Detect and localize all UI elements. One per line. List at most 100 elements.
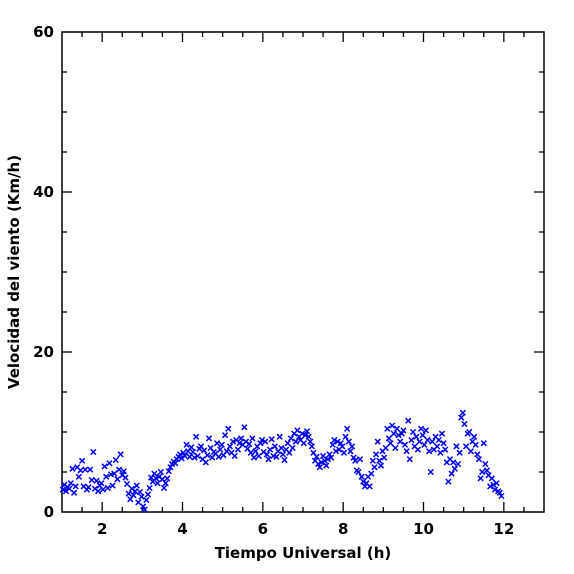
data-point <box>106 460 113 467</box>
data-point <box>361 483 368 490</box>
data-point <box>456 449 463 456</box>
x-tick-label: 4 <box>177 520 187 538</box>
data-point <box>223 448 230 455</box>
data-point <box>421 441 428 448</box>
data-point <box>262 438 269 445</box>
data-point <box>88 476 95 484</box>
data-point <box>191 454 198 461</box>
data-point <box>294 427 301 434</box>
data-point <box>445 478 452 485</box>
data-point <box>186 453 193 460</box>
data-point <box>231 452 238 460</box>
data-point <box>381 454 388 461</box>
data-point <box>78 457 86 464</box>
data-point <box>475 456 483 463</box>
data-point <box>424 436 431 444</box>
data-point <box>438 430 446 437</box>
data-point <box>307 438 314 445</box>
data-point <box>355 468 362 476</box>
data-point <box>218 441 225 448</box>
data-point <box>66 485 73 492</box>
data-point <box>448 470 455 477</box>
data-point <box>323 462 330 469</box>
data-point <box>477 475 484 482</box>
data-point <box>287 435 295 442</box>
data-point <box>435 436 442 444</box>
data-point <box>488 475 495 482</box>
y-tick-label: 60 <box>33 23 54 41</box>
data-point <box>93 477 100 484</box>
y-axis-label: Velocidad del viento (Km/h) <box>5 155 23 389</box>
data-point <box>98 480 105 487</box>
data-point <box>164 475 171 482</box>
x-tick-label: 2 <box>97 520 107 538</box>
data-point <box>144 491 152 498</box>
data-point <box>281 456 288 464</box>
data-point <box>467 448 475 455</box>
data-point <box>146 484 153 492</box>
data-point <box>241 424 248 431</box>
data-point <box>326 451 333 458</box>
data-point <box>266 446 274 453</box>
data-point <box>162 480 169 487</box>
data-point <box>321 457 328 464</box>
data-point <box>165 468 172 475</box>
data-point <box>268 436 275 443</box>
data-point <box>347 448 354 455</box>
data-point <box>496 489 503 496</box>
data-point <box>409 428 417 436</box>
data-point <box>337 440 344 447</box>
data-point <box>75 473 83 480</box>
data-point <box>247 449 254 456</box>
data-point <box>172 460 179 467</box>
data-point <box>300 440 307 447</box>
data-point <box>131 488 139 495</box>
data-point <box>125 490 132 497</box>
data-point <box>238 435 245 442</box>
data-point <box>95 488 102 495</box>
data-point <box>117 451 124 458</box>
data-point <box>252 448 259 455</box>
data-point <box>213 440 221 447</box>
data-point <box>160 484 168 492</box>
data-point <box>188 444 195 451</box>
data-point <box>286 449 293 456</box>
data-point <box>114 476 121 483</box>
data-point <box>154 480 161 487</box>
data-point <box>135 499 142 506</box>
data-point <box>422 427 430 434</box>
data-point <box>453 443 460 450</box>
data-point <box>236 440 243 447</box>
data-point <box>140 503 147 510</box>
x-tick-labels: 2 4 6 8 10 12 <box>97 520 514 538</box>
data-point <box>425 448 433 455</box>
data-point <box>334 438 341 445</box>
data-point <box>374 438 381 445</box>
data-point <box>352 457 359 464</box>
data-point <box>493 480 500 487</box>
data-point <box>67 480 74 487</box>
data-point <box>398 430 405 437</box>
y-tick-label: 20 <box>33 343 54 361</box>
x-tick-label: 12 <box>493 520 514 538</box>
data-point <box>77 467 84 474</box>
data-point <box>255 452 262 460</box>
data-point <box>138 493 145 500</box>
data-point <box>193 433 200 440</box>
data-point <box>167 464 174 471</box>
data-point <box>470 433 478 440</box>
data-point <box>194 452 201 460</box>
data-point <box>389 422 396 429</box>
data-point <box>454 460 462 468</box>
data-point <box>316 464 324 471</box>
data-point <box>450 459 457 466</box>
data-point <box>189 448 197 456</box>
data-point <box>82 466 89 473</box>
data-point <box>440 440 447 447</box>
data-point <box>372 451 380 458</box>
data-point <box>263 451 270 458</box>
data-point <box>278 444 285 452</box>
data-point <box>437 449 444 456</box>
data-point <box>462 443 470 450</box>
